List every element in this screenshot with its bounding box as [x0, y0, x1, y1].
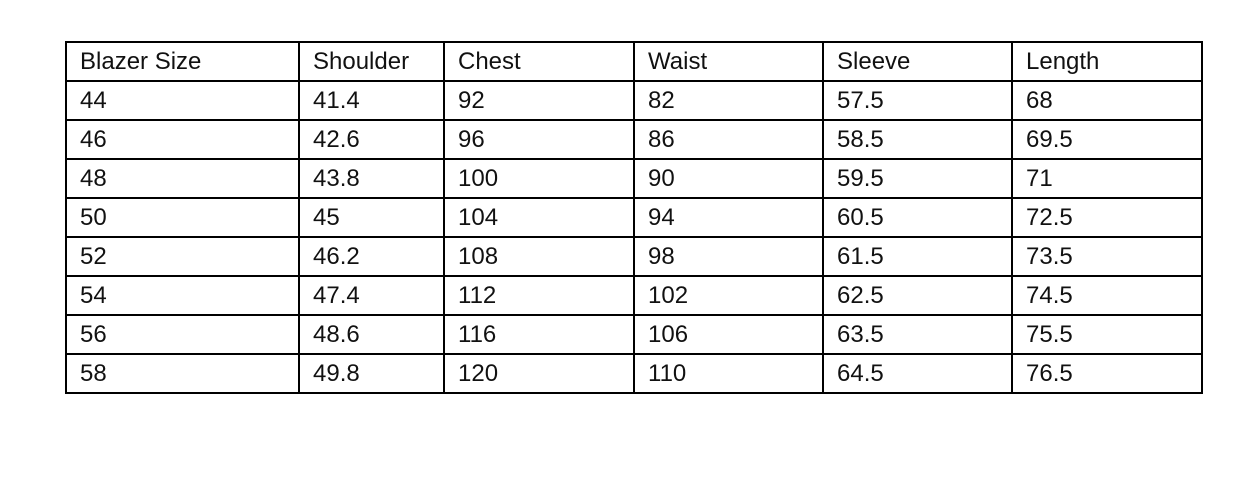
table-cell: 96	[443, 119, 635, 160]
table-cell: 58	[65, 353, 300, 394]
table-cell: 41.4	[298, 80, 445, 121]
table-row: 58 49.8 120 110 64.5 76.5	[65, 353, 1203, 394]
table-cell: 92	[443, 80, 635, 121]
table-cell: 106	[633, 314, 824, 355]
column-header: Length	[1011, 41, 1203, 82]
table-cell: 90	[633, 158, 824, 199]
table-cell: 104	[443, 197, 635, 238]
table-cell: 86	[633, 119, 824, 160]
table-cell: 116	[443, 314, 635, 355]
table-cell: 50	[65, 197, 300, 238]
table-cell: 74.5	[1011, 275, 1203, 316]
table-row: 46 42.6 96 86 58.5 69.5	[65, 119, 1203, 160]
column-header: Shoulder	[298, 41, 445, 82]
table-cell: 45	[298, 197, 445, 238]
table-cell: 71	[1011, 158, 1203, 199]
table-cell: 76.5	[1011, 353, 1203, 394]
table-cell: 44	[65, 80, 300, 121]
table-cell: 46.2	[298, 236, 445, 277]
table-cell: 108	[443, 236, 635, 277]
table-cell: 57.5	[822, 80, 1013, 121]
table-cell: 110	[633, 353, 824, 394]
table-cell: 47.4	[298, 275, 445, 316]
table-cell: 54	[65, 275, 300, 316]
table-cell: 102	[633, 275, 824, 316]
table-cell: 112	[443, 275, 635, 316]
table-cell: 75.5	[1011, 314, 1203, 355]
table-row: 56 48.6 116 106 63.5 75.5	[65, 314, 1203, 355]
table-cell: 61.5	[822, 236, 1013, 277]
table-cell: 43.8	[298, 158, 445, 199]
table-cell: 72.5	[1011, 197, 1203, 238]
table-cell: 58.5	[822, 119, 1013, 160]
table-cell: 52	[65, 236, 300, 277]
table-cell: 69.5	[1011, 119, 1203, 160]
column-header: Blazer Size	[65, 41, 300, 82]
table-row: 50 45 104 94 60.5 72.5	[65, 197, 1203, 238]
table-cell: 82	[633, 80, 824, 121]
table-row: 48 43.8 100 90 59.5 71	[65, 158, 1203, 199]
table-row: 52 46.2 108 98 61.5 73.5	[65, 236, 1203, 277]
table-cell: 100	[443, 158, 635, 199]
table-cell: 59.5	[822, 158, 1013, 199]
column-header: Sleeve	[822, 41, 1013, 82]
table-cell: 48.6	[298, 314, 445, 355]
table-cell: 60.5	[822, 197, 1013, 238]
table-cell: 73.5	[1011, 236, 1203, 277]
table-cell: 64.5	[822, 353, 1013, 394]
table-cell: 120	[443, 353, 635, 394]
header-row: Blazer Size Shoulder Chest Waist Sleeve Lengt…	[65, 41, 1203, 82]
table-cell: 56	[65, 314, 300, 355]
table-cell: 42.6	[298, 119, 445, 160]
table-cell: 63.5	[822, 314, 1013, 355]
table-cell: 49.8	[298, 353, 445, 394]
blazer-size-table: Blazer Size Shoulder Chest Waist Sleeve Lengt…	[65, 41, 1203, 394]
table-cell: 68	[1011, 80, 1203, 121]
table-cell: 62.5	[822, 275, 1013, 316]
table-row: 44 41.4 92 82 57.5 68	[65, 80, 1203, 121]
table-cell: 98	[633, 236, 824, 277]
column-header: Chest	[443, 41, 635, 82]
table-cell: 48	[65, 158, 300, 199]
column-header: Waist	[633, 41, 824, 82]
table-row: 54 47.4 112 102 62.5 74.5	[65, 275, 1203, 316]
table-cell: 46	[65, 119, 300, 160]
table-cell: 94	[633, 197, 824, 238]
